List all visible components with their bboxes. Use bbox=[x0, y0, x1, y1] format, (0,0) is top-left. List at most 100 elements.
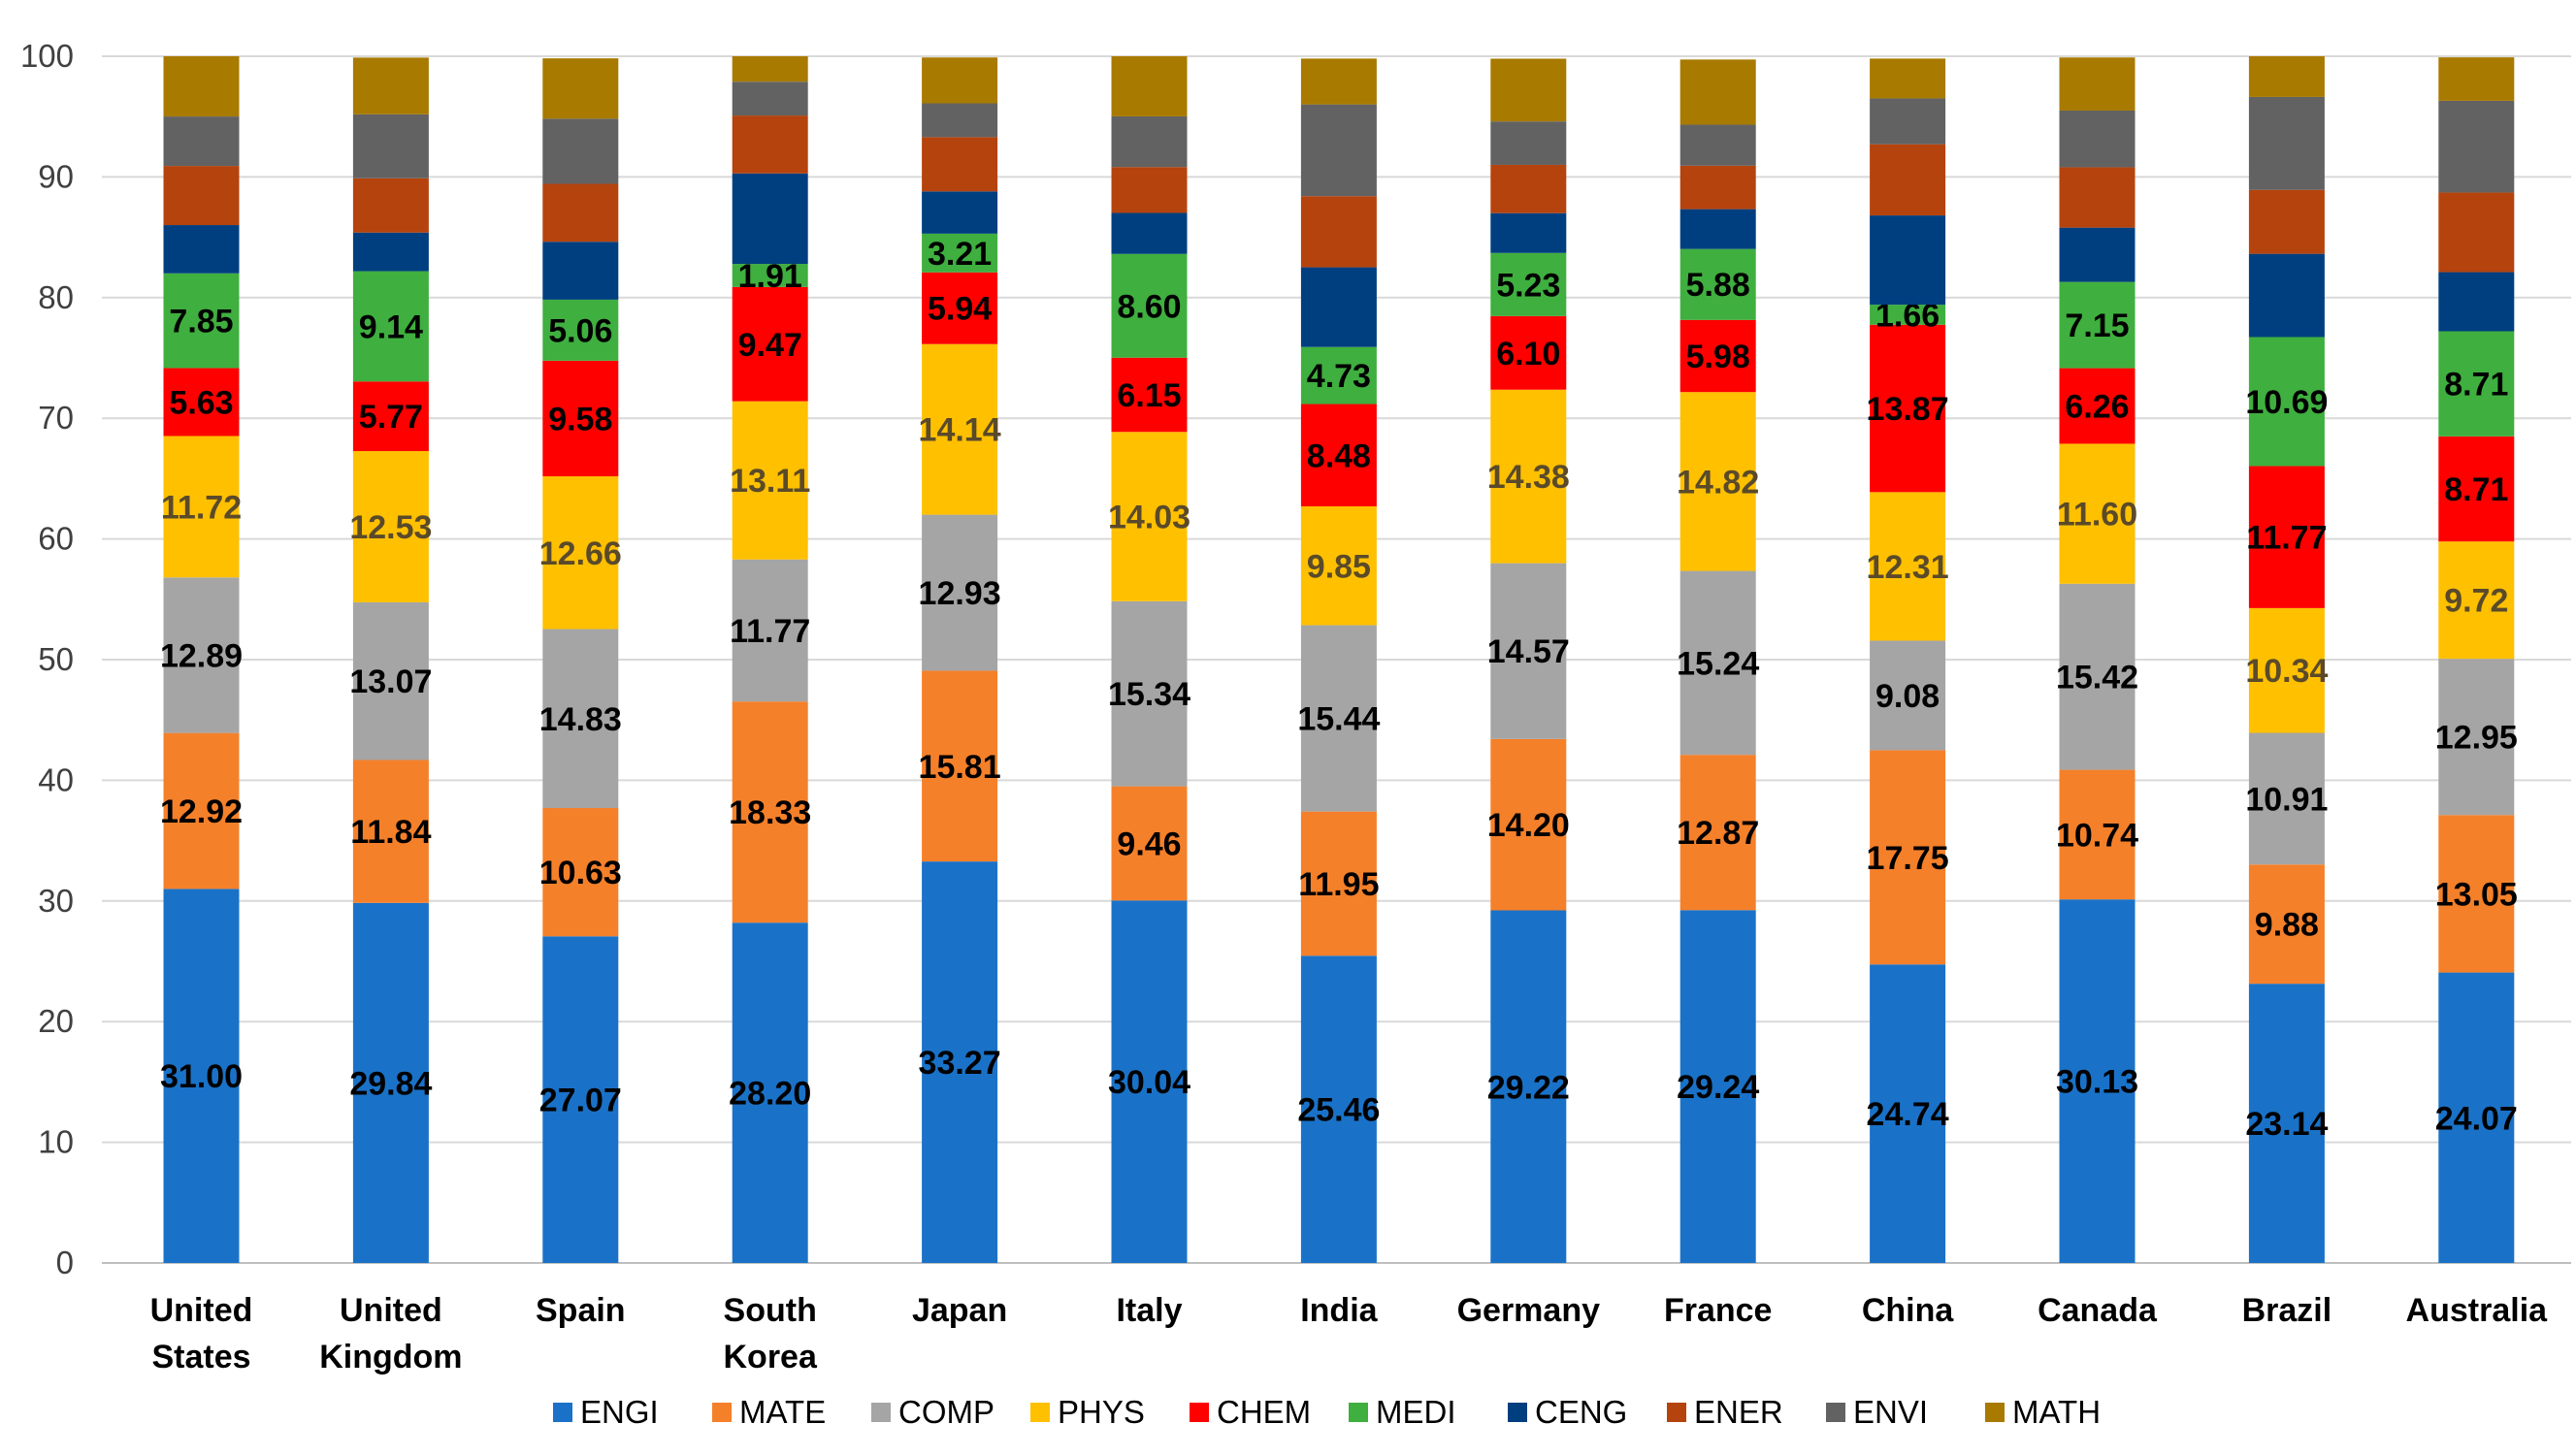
bar-segment-comp bbox=[352, 601, 429, 760]
data-label-engi: 24.74 bbox=[1867, 1096, 1949, 1133]
legend-swatch bbox=[871, 1403, 891, 1422]
bar-segment-engi bbox=[2248, 984, 2325, 1263]
legend-label: ENVI bbox=[1853, 1394, 1928, 1430]
bar-segment-medi bbox=[1300, 346, 1377, 404]
bar-segment-envi bbox=[2438, 100, 2515, 193]
bar-segment-engi bbox=[1679, 910, 1756, 1263]
bar-segment-phys bbox=[542, 476, 619, 630]
legend-item-phys: PHYS bbox=[1030, 1394, 1145, 1430]
bar-segment-ener bbox=[1679, 165, 1756, 210]
data-label-engi: 30.04 bbox=[1108, 1064, 1190, 1101]
data-label-chem: 9.58 bbox=[548, 401, 612, 437]
bar-segment-engi bbox=[732, 922, 808, 1263]
data-label-chem: 5.94 bbox=[928, 291, 992, 328]
data-label-engi: 23.14 bbox=[2245, 1106, 2328, 1143]
bar-segment-phys bbox=[2059, 443, 2136, 584]
bar-segment-comp bbox=[2059, 583, 2136, 770]
bar-segment-medi bbox=[1111, 253, 1188, 358]
bar-segment-mate bbox=[1870, 750, 1946, 965]
bar-segment-medi bbox=[2248, 337, 2325, 467]
bar-segment-mate bbox=[1300, 811, 1377, 956]
bar-segment-phys bbox=[2248, 607, 2325, 733]
bar-segment-envi bbox=[352, 113, 429, 178]
y-tick-label: 60 bbox=[38, 521, 74, 557]
data-label-comp: 12.93 bbox=[919, 575, 1001, 612]
legend-item-engi: ENGI bbox=[553, 1394, 659, 1430]
data-label-engi: 33.27 bbox=[919, 1045, 1001, 1082]
legend-swatch bbox=[1985, 1403, 2005, 1422]
data-label-engi: 31.00 bbox=[160, 1058, 243, 1095]
data-label-mate: 9.46 bbox=[1117, 825, 1181, 862]
data-label-chem: 8.71 bbox=[2444, 471, 2508, 508]
data-label-comp: 15.44 bbox=[1297, 701, 1380, 738]
bar-segment-engi bbox=[352, 902, 429, 1263]
legend-swatch bbox=[712, 1403, 732, 1422]
legend-swatch bbox=[1508, 1403, 1527, 1422]
data-label-engi: 29.22 bbox=[1487, 1069, 1570, 1106]
data-label-chem: 5.63 bbox=[169, 384, 233, 421]
bar-segment-chem bbox=[1111, 357, 1188, 433]
bar-segment-phys bbox=[352, 451, 429, 602]
bar-segment-ener bbox=[1111, 167, 1188, 213]
bar-segment-envi bbox=[163, 116, 240, 167]
y-tick-label: 0 bbox=[56, 1245, 74, 1280]
x-tick-label: Japan bbox=[912, 1292, 1007, 1329]
bar-segment-chem bbox=[1490, 315, 1567, 390]
bar-segment-chem bbox=[2248, 466, 2325, 608]
bar-segment-ener bbox=[542, 183, 619, 243]
x-tick-label: Italy bbox=[1116, 1292, 1182, 1329]
data-label-comp: 11.77 bbox=[730, 613, 810, 650]
bar-segment-medi bbox=[1870, 305, 1946, 325]
data-label-mate: 12.87 bbox=[1677, 815, 1759, 852]
bar-segment-ener bbox=[163, 166, 240, 226]
legend-swatch bbox=[1190, 1403, 1209, 1422]
data-label-mate: 10.63 bbox=[539, 855, 622, 891]
legend-swatch bbox=[1030, 1403, 1050, 1422]
legend-label: MATH bbox=[2012, 1394, 2101, 1430]
legend-label: COMP bbox=[898, 1394, 995, 1430]
bar-segment-comp bbox=[1679, 570, 1756, 756]
bar-segment-chem bbox=[2059, 368, 2136, 444]
x-tick-label: Brazil bbox=[2242, 1292, 2332, 1329]
data-label-medi: 8.71 bbox=[2444, 367, 2508, 404]
bar-segment-mate bbox=[732, 701, 808, 923]
legend-label: MATE bbox=[739, 1394, 826, 1430]
legend-swatch bbox=[553, 1403, 572, 1422]
data-label-mate: 14.20 bbox=[1487, 807, 1570, 844]
bar-segment-ener bbox=[2438, 192, 2515, 273]
data-label-medi: 7.15 bbox=[2065, 307, 2129, 344]
bar-segment-medi bbox=[163, 273, 240, 369]
legend-item-ceng: CENG bbox=[1508, 1394, 1627, 1430]
bar-segment-mate bbox=[2438, 815, 2515, 973]
bar-segment-math bbox=[542, 58, 619, 119]
bar-segment-engi bbox=[163, 889, 240, 1263]
bar-segment-ener bbox=[1300, 196, 1377, 268]
data-label-phys: 14.14 bbox=[919, 412, 1001, 449]
bar-stack: 29.22 14.20 14.57 14.38 6.10 5.23 bbox=[1487, 58, 1570, 1263]
data-label-chem: 6.26 bbox=[2065, 389, 2129, 426]
data-label-phys: 11.60 bbox=[2057, 497, 2137, 534]
bar-segment-math bbox=[922, 57, 998, 104]
data-label-medi: 9.14 bbox=[359, 308, 423, 345]
bar-stack: 25.46 11.95 15.44 9.85 8.48 4.73 bbox=[1297, 58, 1381, 1263]
x-tick-label: India bbox=[1300, 1292, 1378, 1329]
x-tick-label: Australia bbox=[2406, 1292, 2549, 1329]
bar-segment-chem bbox=[1870, 324, 1946, 493]
y-tick-label: 10 bbox=[38, 1124, 74, 1160]
bar-segment-chem bbox=[1300, 404, 1377, 507]
data-label-mate: 13.05 bbox=[2435, 876, 2518, 913]
bar-segment-ceng bbox=[2248, 253, 2325, 338]
data-label-phys: 14.38 bbox=[1487, 459, 1570, 496]
bar-segment-medi bbox=[2438, 331, 2515, 437]
bar-segment-phys bbox=[1111, 432, 1188, 601]
data-label-chem: 6.15 bbox=[1117, 377, 1181, 414]
data-label-comp: 12.89 bbox=[160, 637, 243, 674]
bar-segment-engi bbox=[1111, 900, 1188, 1263]
bar-segment-ceng bbox=[2059, 227, 2136, 282]
bar-segment-mate bbox=[2248, 864, 2325, 985]
bar-segment-ener bbox=[2248, 189, 2325, 254]
bar-segment-medi bbox=[732, 264, 808, 287]
bar-segment-comp bbox=[542, 629, 619, 809]
bar-segment-engi bbox=[922, 861, 998, 1263]
